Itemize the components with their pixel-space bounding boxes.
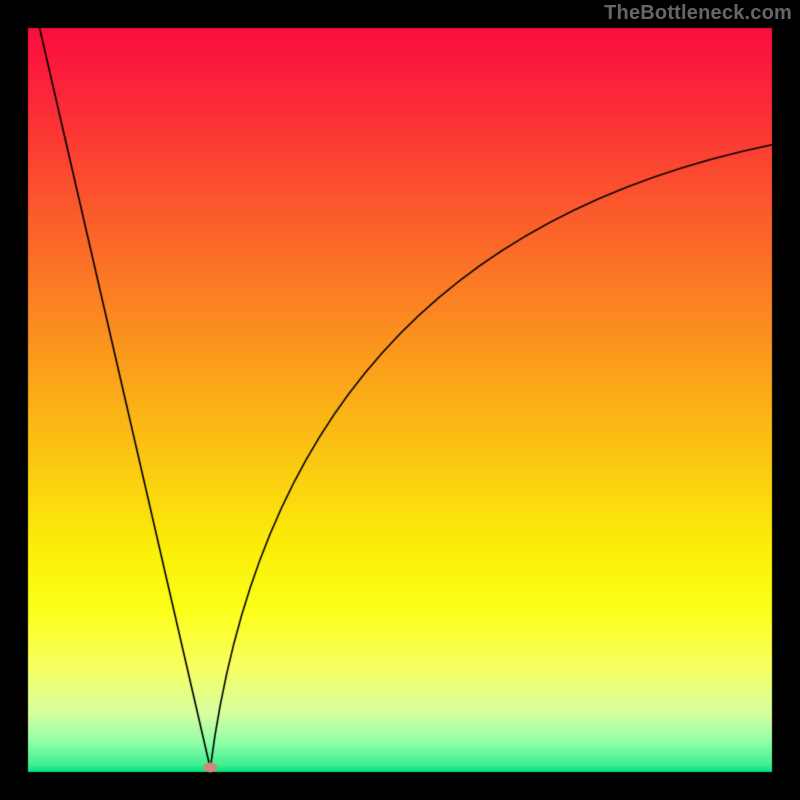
bottleneck-chart-canvas (0, 0, 800, 800)
chart-container: TheBottleneck.com (0, 0, 800, 800)
watermark-label: TheBottleneck.com (604, 2, 792, 25)
